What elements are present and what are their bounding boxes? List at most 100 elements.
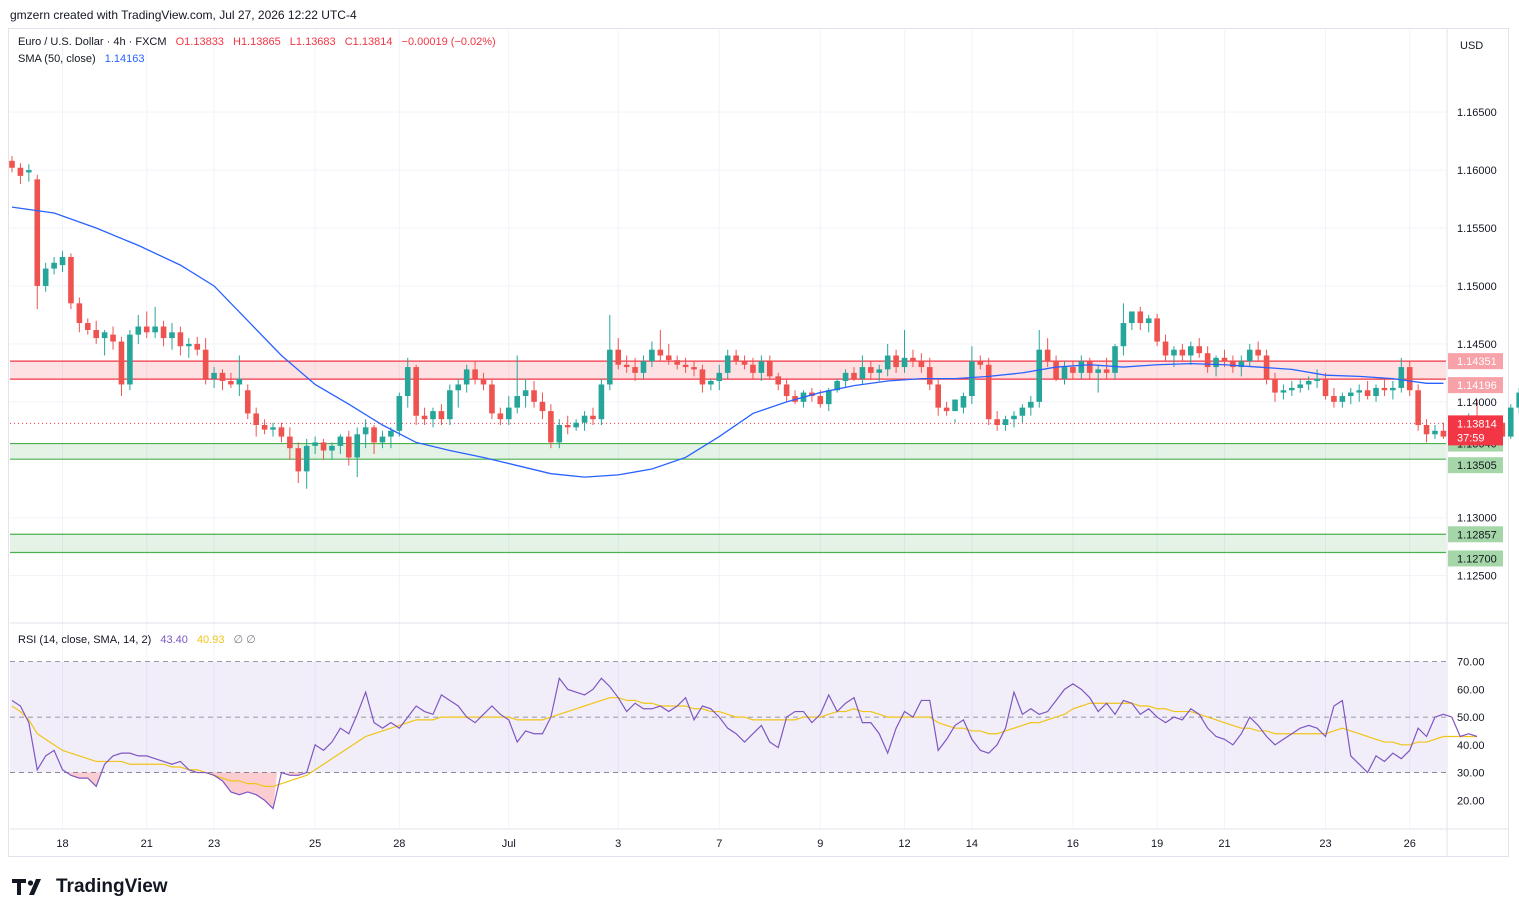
candle[interactable] bbox=[127, 329, 133, 391]
candle[interactable] bbox=[1120, 303, 1127, 356]
candle[interactable] bbox=[413, 364, 419, 426]
candle[interactable] bbox=[329, 442, 335, 460]
candle[interactable] bbox=[1154, 313, 1160, 347]
candle[interactable] bbox=[354, 427, 361, 478]
candle[interactable] bbox=[1086, 357, 1093, 379]
candle[interactable] bbox=[76, 297, 83, 333]
candle[interactable] bbox=[1011, 411, 1017, 428]
candle[interactable] bbox=[278, 422, 285, 443]
candle[interactable] bbox=[1423, 419, 1430, 443]
chart-frame[interactable] bbox=[8, 28, 1509, 857]
candle[interactable] bbox=[135, 314, 142, 344]
candle[interactable] bbox=[1507, 404, 1514, 439]
candle[interactable] bbox=[926, 357, 933, 391]
candle[interactable] bbox=[531, 380, 537, 408]
candle[interactable] bbox=[598, 378, 605, 426]
candle[interactable] bbox=[93, 320, 99, 344]
candle[interactable] bbox=[1246, 343, 1253, 368]
candle[interactable] bbox=[1112, 343, 1118, 379]
candle[interactable] bbox=[1322, 372, 1329, 400]
candle[interactable] bbox=[1129, 311, 1135, 330]
candle[interactable] bbox=[169, 323, 175, 350]
candle[interactable] bbox=[463, 364, 470, 393]
candle[interactable] bbox=[876, 364, 883, 381]
candle[interactable] bbox=[1028, 396, 1034, 416]
candle[interactable] bbox=[1213, 355, 1219, 377]
candle[interactable] bbox=[186, 338, 192, 358]
candle[interactable] bbox=[741, 355, 748, 370]
candle[interactable] bbox=[447, 384, 453, 426]
candle[interactable] bbox=[480, 372, 487, 391]
candle[interactable] bbox=[556, 419, 563, 449]
candle[interactable] bbox=[312, 436, 318, 454]
candle[interactable] bbox=[34, 174, 41, 310]
candle[interactable] bbox=[1331, 387, 1337, 408]
candle[interactable] bbox=[607, 314, 613, 391]
candle[interactable] bbox=[573, 419, 579, 431]
candle[interactable] bbox=[825, 387, 832, 412]
candle[interactable] bbox=[9, 156, 15, 173]
candle[interactable] bbox=[1289, 380, 1295, 397]
candle[interactable] bbox=[1188, 341, 1194, 365]
candle[interactable] bbox=[194, 336, 201, 356]
candle[interactable] bbox=[615, 338, 622, 370]
candle[interactable] bbox=[649, 341, 655, 368]
candle[interactable] bbox=[522, 378, 529, 408]
candle[interactable] bbox=[430, 407, 436, 428]
candle[interactable] bbox=[1044, 338, 1051, 368]
candle[interactable] bbox=[834, 378, 840, 393]
candle[interactable] bbox=[548, 404, 554, 449]
candle[interactable] bbox=[918, 353, 925, 373]
candle[interactable] bbox=[143, 311, 150, 339]
candle[interactable] bbox=[851, 367, 857, 381]
candle[interactable] bbox=[1162, 334, 1169, 362]
candle[interactable] bbox=[160, 320, 167, 347]
candle[interactable] bbox=[177, 326, 184, 356]
candle[interactable] bbox=[640, 355, 647, 379]
candle[interactable] bbox=[1230, 355, 1236, 373]
candle[interactable] bbox=[1002, 415, 1009, 431]
candle[interactable] bbox=[977, 355, 984, 370]
candle[interactable] bbox=[1196, 338, 1203, 358]
candle[interactable] bbox=[691, 361, 697, 377]
candle[interactable] bbox=[118, 336, 125, 397]
candle[interactable] bbox=[152, 306, 158, 339]
candle[interactable] bbox=[1103, 357, 1110, 379]
candle[interactable] bbox=[244, 384, 251, 420]
candle[interactable] bbox=[969, 346, 975, 405]
candle[interactable] bbox=[952, 399, 958, 423]
candle[interactable] bbox=[253, 407, 259, 437]
candle[interactable] bbox=[110, 326, 116, 350]
candle[interactable] bbox=[943, 401, 950, 416]
candle[interactable] bbox=[101, 329, 108, 356]
candle[interactable] bbox=[337, 434, 344, 454]
candle[interactable] bbox=[68, 253, 74, 310]
candle[interactable] bbox=[842, 369, 849, 388]
candle[interactable] bbox=[514, 355, 520, 414]
candle[interactable] bbox=[362, 419, 369, 449]
candle[interactable] bbox=[1280, 384, 1287, 400]
candle[interactable] bbox=[935, 378, 941, 416]
candle[interactable] bbox=[1406, 361, 1413, 397]
tradingview-brand[interactable]: TradingView bbox=[12, 876, 168, 898]
candle[interactable] bbox=[59, 251, 66, 273]
candle[interactable] bbox=[985, 357, 992, 426]
candle[interactable] bbox=[270, 422, 276, 437]
candle[interactable] bbox=[539, 392, 546, 420]
candle[interactable] bbox=[489, 378, 495, 420]
candle[interactable] bbox=[505, 396, 512, 426]
candle[interactable] bbox=[1356, 384, 1362, 402]
candle[interactable] bbox=[775, 372, 782, 391]
candle[interactable] bbox=[320, 438, 327, 460]
candle[interactable] bbox=[1053, 355, 1059, 381]
candle[interactable] bbox=[228, 372, 234, 388]
candle[interactable] bbox=[1095, 364, 1101, 393]
candle[interactable] bbox=[1364, 380, 1371, 400]
candle[interactable] bbox=[767, 355, 773, 379]
candle[interactable] bbox=[1255, 341, 1261, 362]
candle[interactable] bbox=[1432, 425, 1438, 439]
candle[interactable] bbox=[657, 329, 664, 362]
candle[interactable] bbox=[758, 355, 765, 381]
candle[interactable] bbox=[716, 364, 723, 391]
